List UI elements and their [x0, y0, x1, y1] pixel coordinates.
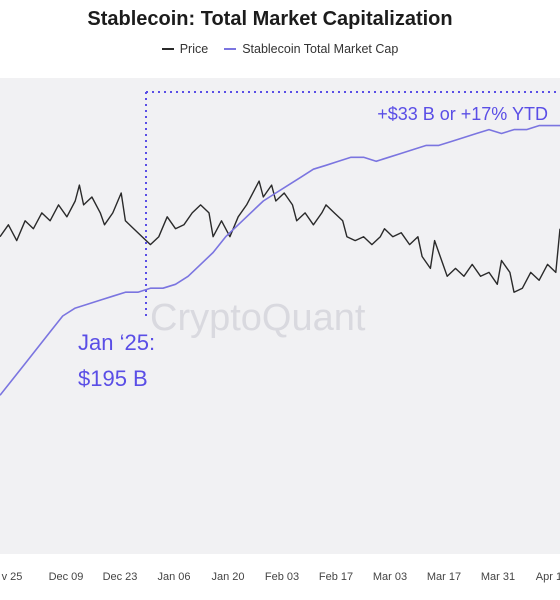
x-tick-label: v 25: [2, 571, 23, 583]
x-tick-label: Mar 17: [427, 571, 461, 583]
series-layer: [0, 124, 560, 396]
plot-area: [0, 78, 560, 554]
chart-title: Stablecoin: Total Market Capitalization: [87, 8, 453, 30]
ytd-annotation: +$33 B or +17% YTD: [377, 104, 548, 124]
x-tick-label: Jan 06: [157, 571, 190, 583]
x-tick-label: Feb 17: [319, 571, 353, 583]
x-tick-label: Feb 03: [265, 571, 299, 583]
jan-label-annotation: Jan ‘25:: [78, 330, 155, 355]
x-tick-label: Jan 20: [211, 571, 244, 583]
jan-value-annotation: $195 B: [78, 366, 148, 391]
series-line-stablecoin-cap: [0, 124, 560, 396]
x-tick-label: Dec 09: [49, 571, 84, 583]
legend-swatch-price: [161, 48, 174, 50]
x-tick-label: Dec 23: [103, 571, 138, 583]
watermark: CryptoQuant: [150, 297, 366, 339]
legend-item-stablecoin-cap[interactable]: Stablecoin Total Market Cap: [224, 42, 398, 56]
legend-label-price: Price: [179, 42, 209, 56]
series-line-price: [0, 180, 560, 293]
legend-item-price[interactable]: Price: [161, 42, 209, 56]
chart-legend: Price Stablecoin Total Market Cap: [0, 42, 560, 56]
x-tick-label: Mar 31: [481, 571, 515, 583]
x-tick-label: Apr 14: [536, 571, 560, 583]
annotations-layer: +$33 B or +17% YTD Jan ‘25: $195 B: [78, 91, 560, 391]
x-axis: v 25 Dec 09 Dec 23 Jan 06 Jan 20 Feb 03 Feb 17…: [2, 571, 560, 583]
x-tick-label: Mar 03: [373, 571, 407, 583]
legend-swatch-stablecoin-cap: [224, 48, 237, 50]
legend-label-stablecoin-cap: Stablecoin Total Market Cap: [242, 42, 399, 56]
